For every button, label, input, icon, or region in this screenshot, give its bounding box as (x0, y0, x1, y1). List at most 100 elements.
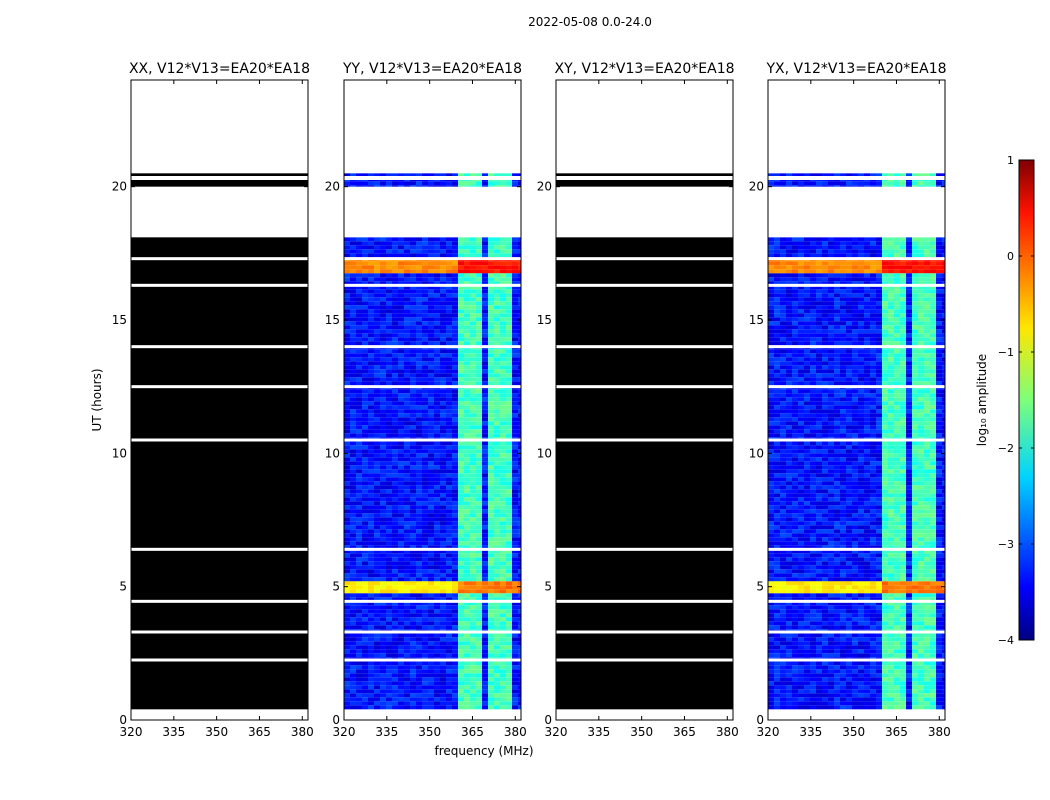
flag-line (344, 345, 521, 349)
plot-frame (130, 79, 309, 721)
flag-line (768, 599, 945, 603)
flag-line (131, 658, 308, 662)
panel-xy: XY, V12*V13=EA20*EA18 320 335 350 365 380 0 5 10… (537, 61, 739, 739)
flag-line (556, 599, 733, 603)
colorbar-tick-label: −3 (998, 538, 1014, 551)
flag-gap (344, 176, 521, 180)
y-tick-label: 0 (756, 713, 764, 727)
flag-line (344, 438, 521, 442)
flag-line (131, 283, 308, 287)
x-tick-label: 380 (291, 725, 314, 739)
colorbar-tick-label: −4 (998, 634, 1014, 647)
x-tick-label: 320 (120, 725, 143, 739)
y-tick-label: 20 (112, 180, 127, 194)
flag-line (768, 547, 945, 551)
x-tick-label: 350 (842, 725, 865, 739)
panel-yx: YX, V12*V13=EA20*EA18 320 335 350 365 380 0 5 10… (749, 61, 951, 739)
flag-line (344, 257, 521, 261)
colorbar-gradient (1018, 159, 1035, 641)
panel-yy: YY, V12*V13=EA20*EA18 320 335 350 365 380 0 5 10… (325, 61, 527, 739)
flag-line (131, 385, 308, 389)
y-tick-label: 20 (537, 180, 552, 194)
flag-line (556, 438, 733, 442)
flag-line (344, 283, 521, 287)
plot-area (344, 173, 521, 710)
colorbar: 1 0 −1 −2 −3 −4 log₁₀ amplitude (975, 154, 1035, 647)
y-tick-label: 5 (332, 580, 340, 594)
colorbar-tick-label: 0 (1007, 250, 1014, 263)
y-tick-label: 5 (756, 580, 764, 594)
flag-line (556, 385, 733, 389)
x-tick-label: 365 (248, 725, 271, 739)
y-tick-label: 15 (325, 313, 340, 327)
y-tick-label: 0 (332, 713, 340, 727)
flag-line (131, 438, 308, 442)
colorbar-label: log₁₀ amplitude (975, 354, 989, 446)
flag-line (131, 630, 308, 634)
flag-line (131, 547, 308, 551)
flag-line (344, 547, 521, 551)
x-axis-label: frequency (MHz) (434, 744, 533, 758)
flag-line (556, 283, 733, 287)
flag-gap (556, 186, 733, 238)
flag-gap (768, 186, 945, 238)
flag-gap (344, 186, 521, 238)
flag-line (768, 345, 945, 349)
flag-line (344, 599, 521, 603)
figure-suptitle: 2022-05-08 0.0-24.0 (528, 15, 652, 29)
colorbar-tick-label: 1 (1007, 154, 1014, 167)
y-tick-label: 10 (749, 446, 764, 460)
plot-area (768, 173, 945, 710)
y-tick-label: 10 (537, 446, 552, 460)
panel-xx: XX, V12*V13=EA20*EA18 320 335 350 365 380 0 5 10… (112, 61, 314, 739)
y-tick-label: 15 (112, 313, 127, 327)
plot-area (556, 173, 733, 710)
plot-frame (343, 79, 522, 721)
flag-line (344, 630, 521, 634)
flag-line (768, 283, 945, 287)
x-tick-label: 320 (333, 725, 356, 739)
x-tick-label: 380 (716, 725, 739, 739)
flag-line (344, 385, 521, 389)
y-tick-label: 0 (544, 713, 552, 727)
flag-line (768, 385, 945, 389)
flag-line (768, 658, 945, 662)
flag-line (131, 599, 308, 603)
plot-frame (767, 79, 946, 721)
x-tick-label: 335 (162, 725, 185, 739)
y-tick-label: 5 (544, 580, 552, 594)
x-tick-label: 335 (587, 725, 610, 739)
flag-line (556, 345, 733, 349)
flag-line (556, 547, 733, 551)
flag-line (556, 658, 733, 662)
plot-area (131, 173, 308, 710)
x-tick-label: 380 (928, 725, 951, 739)
x-tick-label: 350 (205, 725, 228, 739)
y-tick-label: 15 (749, 313, 764, 327)
flag-gap (556, 176, 733, 180)
flag-gap (131, 176, 308, 180)
flag-line (768, 438, 945, 442)
plot-frame (555, 79, 734, 721)
panel-title: YX, V12*V13=EA20*EA18 (765, 61, 946, 77)
panel-title: XY, V12*V13=EA20*EA18 (554, 61, 734, 77)
x-tick-label: 320 (757, 725, 780, 739)
y-axis-label: UT (hours) (90, 368, 104, 431)
flag-line (768, 630, 945, 634)
y-tick-label: 20 (749, 180, 764, 194)
colorbar-tick-label: −2 (998, 442, 1014, 455)
x-tick-label: 365 (885, 725, 908, 739)
panel-title: YY, V12*V13=EA20*EA18 (342, 61, 522, 77)
flag-line (556, 257, 733, 261)
flag-line (768, 257, 945, 261)
flag-gap (131, 186, 308, 238)
x-tick-label: 350 (630, 725, 653, 739)
x-tick-label: 335 (375, 725, 398, 739)
x-tick-label: 365 (461, 725, 484, 739)
flag-gap (768, 176, 945, 180)
flag-line (131, 345, 308, 349)
x-tick-label: 380 (504, 725, 527, 739)
flag-line (556, 630, 733, 634)
x-tick-label: 350 (418, 725, 441, 739)
y-tick-label: 0 (119, 713, 127, 727)
